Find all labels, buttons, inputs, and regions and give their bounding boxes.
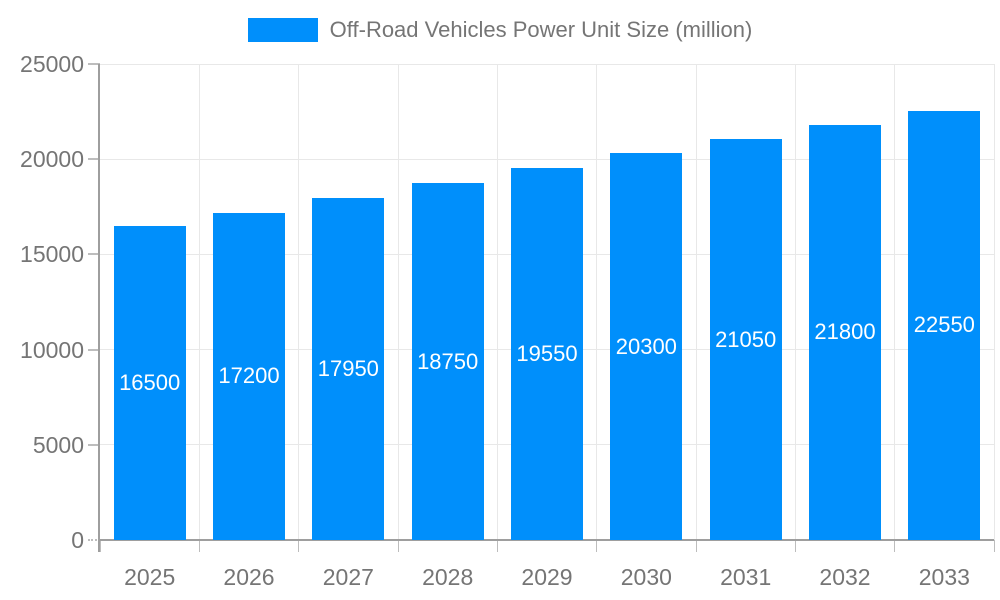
bar-value-label: 17950 <box>317 356 379 382</box>
x-axis-tick <box>993 540 995 552</box>
gridline-vertical <box>198 64 200 540</box>
gridline-vertical <box>695 64 697 540</box>
y-axis-label: 25000 <box>20 51 84 77</box>
bar-2029[interactable]: 19550 <box>511 167 583 540</box>
bar-value-label: 20300 <box>615 333 677 359</box>
x-axis-tick <box>695 540 697 552</box>
gridline-vertical <box>298 64 300 540</box>
bar-2025[interactable]: 16500 <box>113 225 186 540</box>
bar-2027[interactable]: 17950 <box>312 198 385 540</box>
bar-value-label: 22550 <box>913 312 975 338</box>
x-axis-tick <box>596 540 598 552</box>
bar-2031[interactable]: 21050 <box>709 139 782 540</box>
bar-value-label: 21800 <box>814 319 876 345</box>
x-axis-tick <box>496 540 498 552</box>
bar-value-label: 17200 <box>218 363 280 389</box>
legend-label: Off-Road Vehicles Power Unit Size (milli… <box>329 17 753 42</box>
y-axis-tick <box>88 348 100 351</box>
y-axis-label: 20000 <box>20 146 84 173</box>
x-axis-label: 2025 <box>124 564 176 590</box>
gridline-horizontal <box>100 63 994 65</box>
bar-value-label: 21050 <box>715 326 777 352</box>
bar-2028[interactable]: 18750 <box>411 183 484 540</box>
y-axis-tick <box>88 158 100 161</box>
gridline-vertical <box>596 64 598 540</box>
bar-2032[interactable]: 21800 <box>809 124 881 540</box>
gridline-vertical <box>496 64 498 540</box>
bar-2026[interactable]: 17200 <box>213 212 285 540</box>
bar-2033[interactable]: 22550 <box>908 110 981 540</box>
x-axis-label: 2029 <box>521 564 573 590</box>
y-axis-label: 15000 <box>20 241 84 268</box>
y-axis-tick <box>88 63 100 65</box>
y-axis-tick <box>88 539 100 543</box>
legend-item[interactable]: Off-Road Vehicles Power Unit Size (milli… <box>247 17 753 43</box>
x-axis-label: 2026 <box>223 564 275 590</box>
x-axis-label: 2028 <box>422 564 474 590</box>
bar-value-label: 18750 <box>417 348 479 374</box>
y-axis-label: 5000 <box>32 431 84 458</box>
gridline-vertical <box>993 64 995 540</box>
x-axis-tick <box>99 540 101 552</box>
gridline-vertical <box>794 64 796 540</box>
legend-swatch-icon <box>247 18 318 42</box>
y-axis-tick <box>88 253 100 256</box>
x-axis-tick <box>397 540 399 552</box>
x-axis-label: 2031 <box>720 564 772 590</box>
gridline-horizontal <box>100 158 994 160</box>
bar-value-label: 16500 <box>119 369 181 395</box>
x-axis-label: 2032 <box>819 564 871 590</box>
x-axis-tick <box>794 540 796 552</box>
y-axis-label: 0 <box>71 527 84 553</box>
x-axis-label: 2027 <box>322 564 374 590</box>
y-axis-line <box>98 64 100 552</box>
x-axis-tick <box>198 540 200 552</box>
y-axis-tick <box>88 443 100 446</box>
gridline-vertical <box>894 64 896 540</box>
bar-value-label: 19550 <box>516 340 578 366</box>
legend: Off-Road Vehicles Power Unit Size (milli… <box>0 17 1000 43</box>
bar-2030[interactable]: 20300 <box>610 153 683 540</box>
x-axis-line <box>100 539 994 541</box>
x-axis-tick <box>298 540 300 552</box>
x-axis-label: 2033 <box>918 564 970 590</box>
y-axis-label: 10000 <box>20 336 84 363</box>
x-axis-label: 2030 <box>620 564 672 590</box>
x-axis-tick <box>894 540 896 552</box>
gridline-vertical <box>397 64 399 540</box>
